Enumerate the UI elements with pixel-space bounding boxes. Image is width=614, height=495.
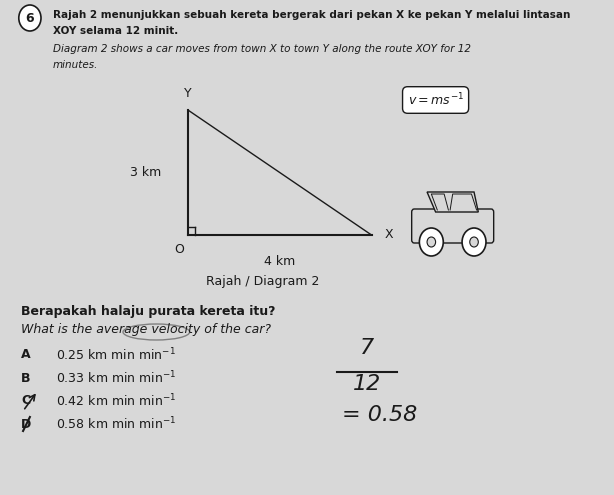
Text: minutes.: minutes. (53, 60, 98, 70)
Text: 0.42 km min min$^{-1}$: 0.42 km min min$^{-1}$ (55, 393, 176, 409)
Text: O: O (174, 243, 184, 256)
Text: D: D (21, 417, 31, 431)
Text: C: C (21, 395, 31, 407)
Text: $v = ms^{-1}$: $v = ms^{-1}$ (408, 92, 464, 108)
Text: XOY selama 12 minit.: XOY selama 12 minit. (53, 26, 178, 36)
Text: 12: 12 (353, 374, 381, 394)
Circle shape (470, 237, 478, 247)
Text: = 0.58: = 0.58 (341, 405, 417, 425)
Text: 7: 7 (360, 338, 375, 358)
Text: 0.58 km min min$^{-1}$: 0.58 km min min$^{-1}$ (55, 416, 176, 432)
Text: B: B (21, 372, 31, 385)
Polygon shape (427, 192, 478, 212)
Circle shape (427, 237, 435, 247)
Text: 6: 6 (26, 11, 34, 24)
Text: Rajah / Diagram 2: Rajah / Diagram 2 (206, 275, 319, 288)
FancyBboxPatch shape (411, 209, 494, 243)
Text: 0.33 km min min$^{-1}$: 0.33 km min min$^{-1}$ (55, 370, 176, 386)
Text: Rajah 2 menunjukkan sebuah kereta bergerak dari pekan X ke pekan Y melalui linta: Rajah 2 menunjukkan sebuah kereta berger… (53, 10, 570, 20)
Text: 0.25 km min min$^{-1}$: 0.25 km min min$^{-1}$ (55, 346, 176, 363)
Circle shape (419, 228, 443, 256)
Text: X: X (384, 229, 393, 242)
Text: 4 km: 4 km (264, 255, 295, 268)
Text: Berapakah halaju purata kereta itu?: Berapakah halaju purata kereta itu? (21, 305, 276, 318)
Circle shape (462, 228, 486, 256)
Circle shape (19, 5, 41, 31)
Text: What is the average velocity of the car?: What is the average velocity of the car? (21, 323, 271, 336)
Text: Y: Y (184, 87, 192, 100)
Text: 3 km: 3 km (130, 166, 161, 179)
Text: Diagram 2 shows a car moves from town X to town Y along the route XOY for 12: Diagram 2 shows a car moves from town X … (53, 44, 471, 54)
Text: A: A (21, 348, 31, 361)
